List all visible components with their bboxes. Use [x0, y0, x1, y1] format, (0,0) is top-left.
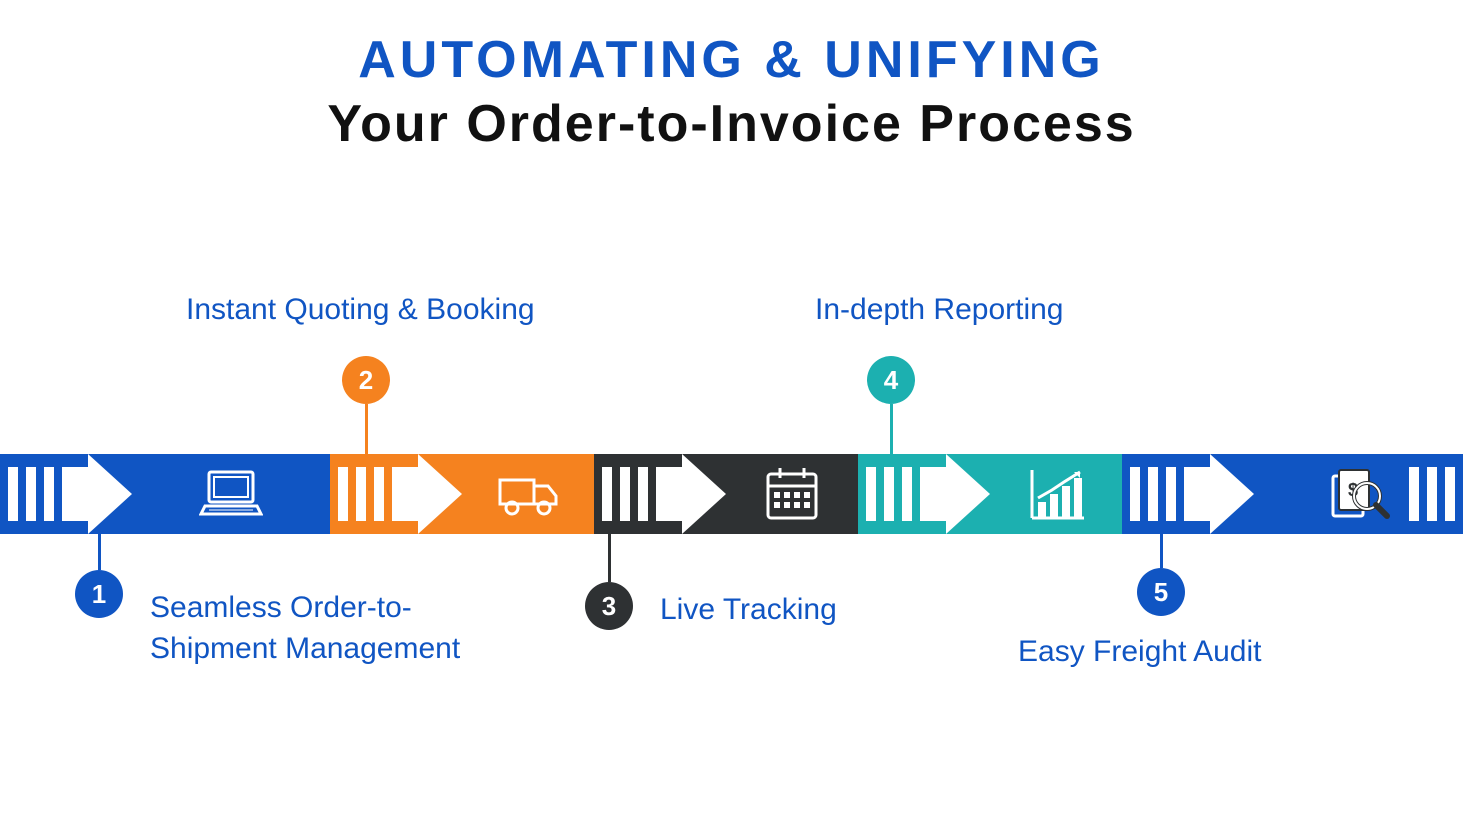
title-line2: Your Order-to-Invoice Process: [0, 94, 1463, 154]
step-badge-5: 5: [1137, 568, 1185, 616]
step-badge-3: 3: [585, 582, 633, 630]
step-label-4: In-depth Reporting: [815, 290, 1135, 331]
connector-5: [1160, 534, 1163, 568]
title-block: AUTOMATING & UNIFYING Your Order-to-Invo…: [0, 30, 1463, 154]
flow-segment-1: [0, 454, 330, 534]
arrow-marker: [858, 454, 990, 534]
laptop-icon: [132, 462, 330, 526]
connector-3: [608, 534, 611, 582]
flow-segment-5: [1122, 454, 1463, 534]
step-label-3: Live Tracking: [660, 590, 920, 631]
truck-icon: [462, 462, 594, 526]
chart-icon: [990, 462, 1122, 526]
step-badge-2: 2: [342, 356, 390, 404]
connector-1: [98, 534, 101, 570]
step-badge-4: 4: [867, 356, 915, 404]
flow-tail-bars: [1409, 467, 1455, 521]
flow-segment-2: [330, 454, 594, 534]
flow-segment-4: [858, 454, 1122, 534]
arrow-marker: [0, 454, 132, 534]
infographic-canvas: AUTOMATING & UNIFYING Your Order-to-Invo…: [0, 0, 1463, 822]
arrow-marker: [1122, 454, 1254, 534]
connector-2: [365, 404, 368, 454]
step-label-1: Seamless Order-to-Shipment Management: [150, 588, 530, 669]
step-badge-1: 1: [75, 570, 123, 618]
process-flow-bar: [0, 454, 1463, 534]
step-label-2: Instant Quoting & Booking: [186, 290, 636, 331]
flow-segment-3: [594, 454, 858, 534]
title-line1: AUTOMATING & UNIFYING: [0, 30, 1463, 90]
calendar-icon: [726, 462, 858, 526]
arrow-marker: [330, 454, 462, 534]
arrow-marker: [594, 454, 726, 534]
step-label-5: Easy Freight Audit: [1018, 632, 1338, 673]
connector-4: [890, 404, 893, 454]
